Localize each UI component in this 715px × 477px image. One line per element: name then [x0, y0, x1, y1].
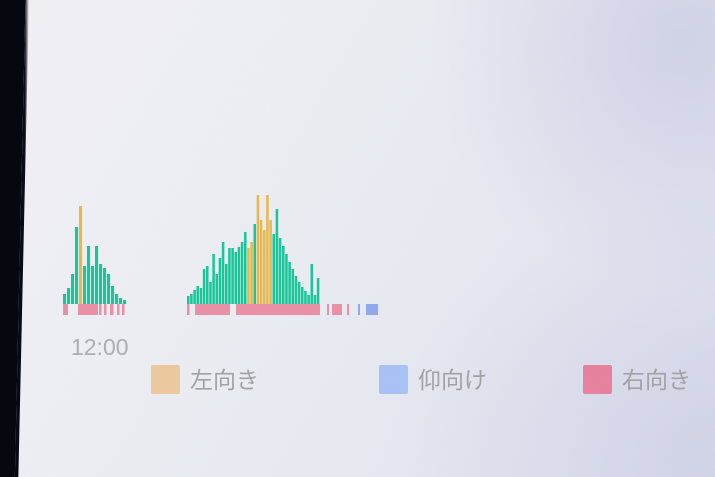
- svg-text:右向き: 右向き: [622, 367, 691, 393]
- svg-text:左向き: 左向き: [190, 367, 259, 393]
- svg-text:12:00: 12:00: [71, 334, 129, 360]
- svg-text:仰向け: 仰向け: [418, 367, 487, 393]
